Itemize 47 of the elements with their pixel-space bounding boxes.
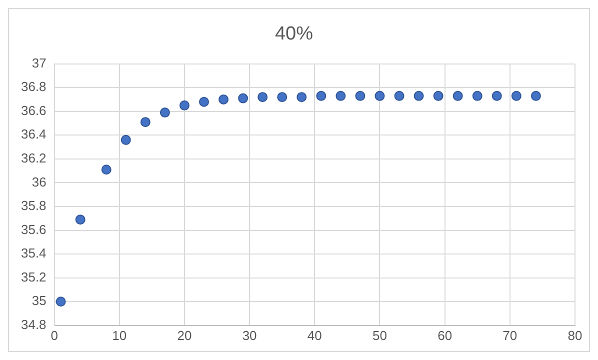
y-tick-label: 35.4 (20, 246, 46, 261)
point (414, 90, 424, 101)
point (336, 90, 346, 101)
y-tick-label: 37 (32, 55, 46, 70)
point (101, 164, 112, 175)
point (238, 93, 248, 104)
point (511, 90, 522, 101)
point (120, 134, 131, 145)
y-tick-label: 36.2 (20, 150, 46, 166)
point (199, 96, 210, 107)
point (355, 90, 366, 101)
point (277, 92, 288, 102)
point (433, 90, 444, 101)
point (394, 90, 404, 101)
point (452, 90, 463, 101)
point (56, 296, 66, 307)
point (75, 214, 86, 225)
x-tick-label: 80 (568, 328, 582, 343)
x-tick-label: 40 (307, 328, 322, 343)
point (160, 108, 170, 118)
y-tick-label: 35.6 (20, 222, 46, 237)
chart-title: 40% (274, 24, 314, 45)
point (492, 90, 502, 101)
y-tick-label: 35.8 (20, 198, 46, 214)
point (472, 90, 482, 101)
y-tick-label: 36.4 (20, 126, 46, 142)
x-tick-label: 50 (372, 328, 387, 343)
y-tick-label: 36 (32, 174, 46, 190)
x-tick-label: 70 (502, 328, 518, 343)
point (140, 117, 150, 128)
x-tick-label: 60 (438, 328, 452, 343)
point (218, 94, 229, 104)
point (316, 90, 326, 101)
y-tick-label: 35 (32, 293, 46, 308)
x-tick-label: 20 (177, 328, 192, 343)
point (530, 90, 541, 101)
x-tick-label: 10 (112, 328, 127, 343)
y-tick-label: 36.8 (20, 79, 46, 94)
point (296, 92, 307, 102)
y-tick-label: 35.2 (20, 269, 46, 284)
point (374, 90, 385, 101)
y-tick-label: 34.8 (20, 316, 46, 332)
y-tick-label: 36.6 (20, 102, 46, 118)
point (258, 92, 268, 102)
x-tick-label: 30 (242, 328, 257, 343)
x-tick-label: 0 (50, 328, 58, 343)
point (179, 100, 190, 110)
